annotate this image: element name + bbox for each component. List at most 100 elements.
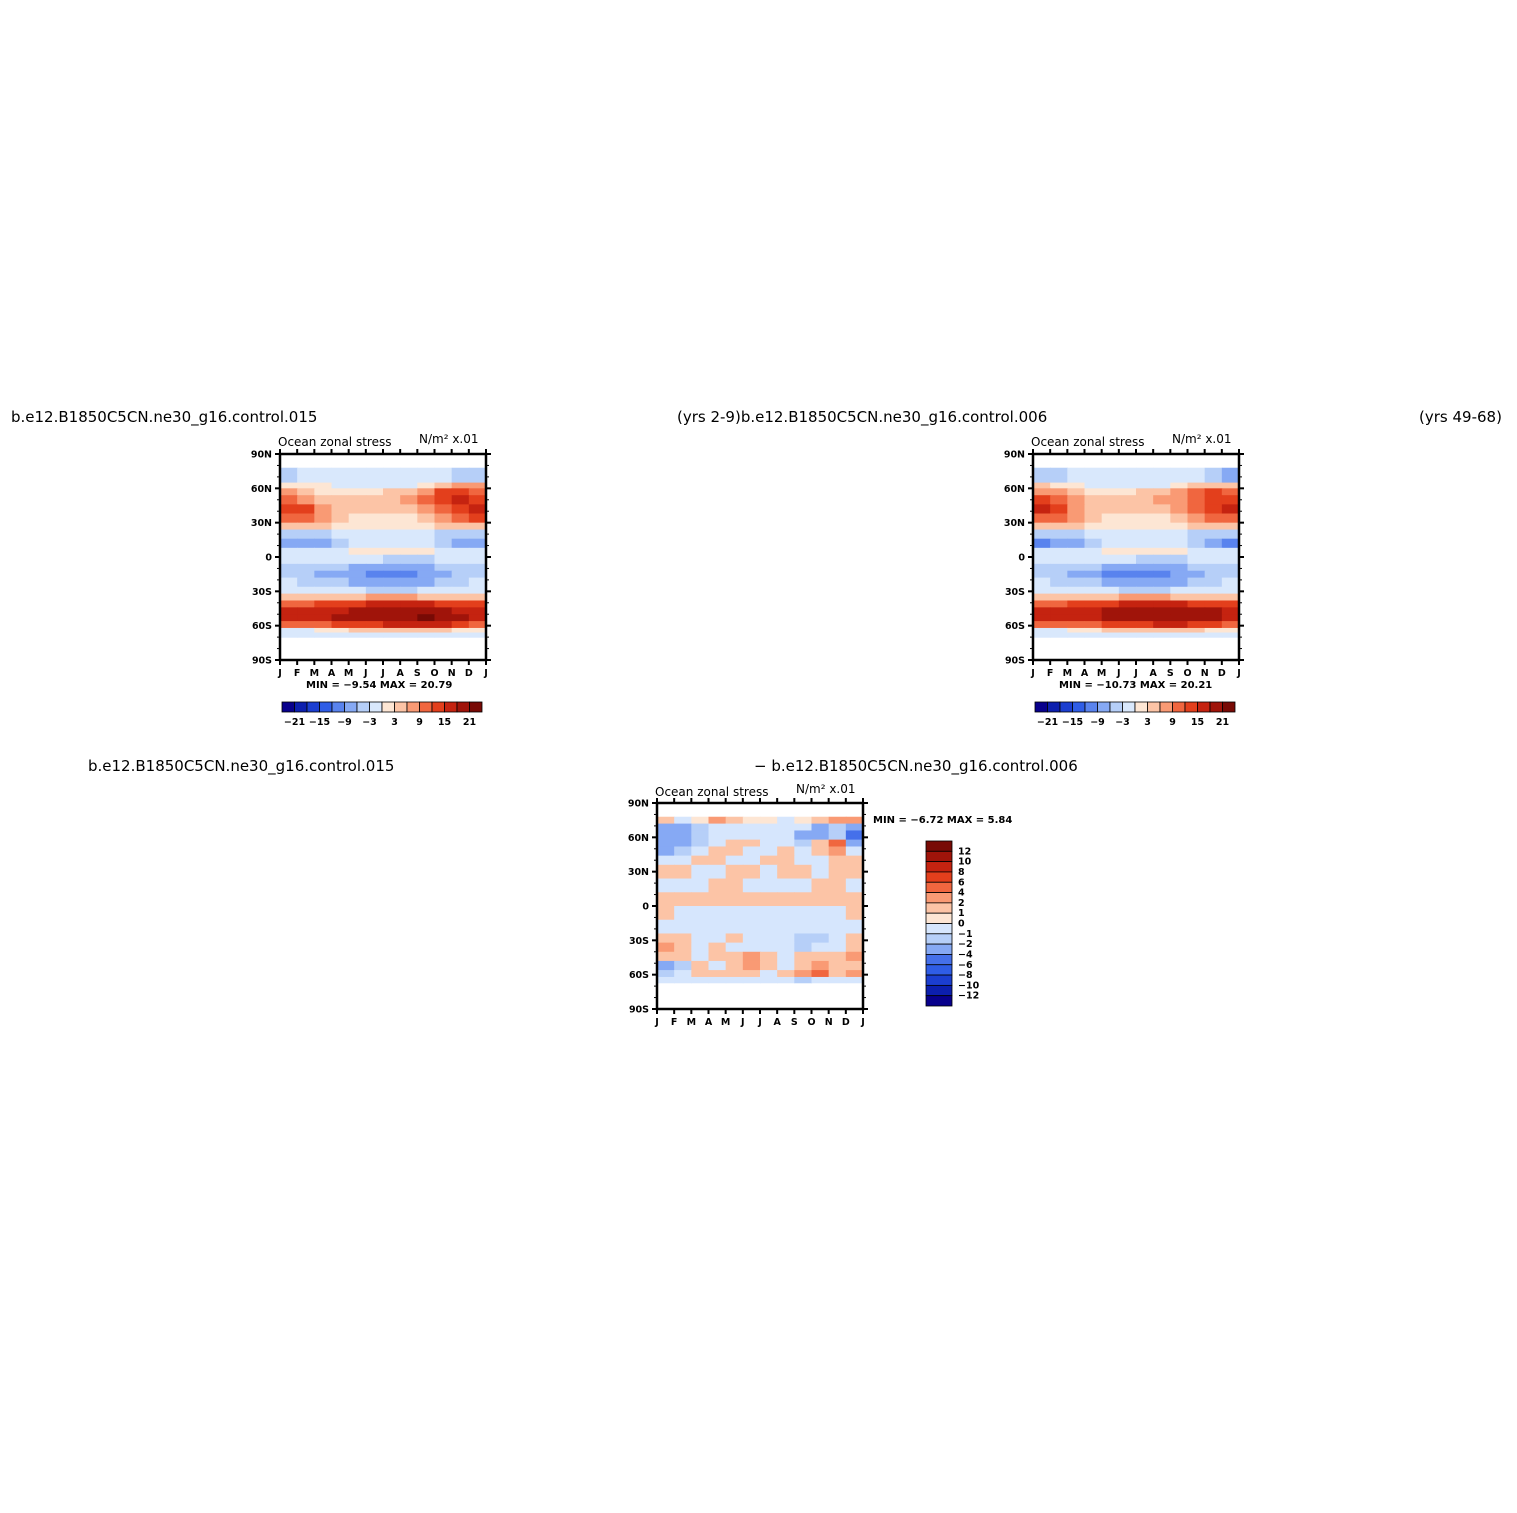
panel3-colorbar-label: 2 xyxy=(958,898,965,909)
panel3-cell xyxy=(760,816,778,825)
panel2-cell xyxy=(1221,593,1239,602)
panel2-cell xyxy=(1101,570,1120,579)
panel2-cell xyxy=(1118,482,1137,489)
panel1-cell xyxy=(331,627,350,634)
panel2-cell xyxy=(1033,621,1051,629)
panel2-cell xyxy=(1187,513,1206,524)
panel2-cell xyxy=(1221,529,1239,540)
panel2-cell xyxy=(1050,627,1068,634)
panel3-cell xyxy=(742,919,761,935)
panel1-cell xyxy=(331,621,350,629)
panel2-cell xyxy=(1084,607,1103,615)
panel1-cell xyxy=(331,513,350,524)
panel1-cell xyxy=(314,513,333,524)
panel1-colorbar-swatch xyxy=(369,701,383,713)
panel3-cell xyxy=(794,976,813,984)
panel1-cell xyxy=(468,563,486,572)
panel1-cell xyxy=(468,547,486,556)
panel3-cell xyxy=(760,892,778,907)
panel1-cell xyxy=(348,621,367,629)
panel1-cell xyxy=(297,607,315,615)
panel1-cell xyxy=(365,467,384,484)
panel2-cell xyxy=(1204,586,1223,595)
panel2-cell xyxy=(1118,607,1137,615)
panel2-cell xyxy=(1170,593,1189,602)
panel1-cell xyxy=(451,554,470,565)
panel2-cell xyxy=(1084,504,1103,515)
panel2-cell xyxy=(1067,593,1086,602)
panel2-cell xyxy=(1204,482,1223,489)
panel2-colorbar-label: −15 xyxy=(1062,717,1083,728)
panel2-cell xyxy=(1084,621,1103,629)
panel1-cell xyxy=(297,547,315,556)
panel1-cell xyxy=(451,570,470,579)
panel2-colorbar-swatch xyxy=(1109,701,1123,713)
panel1-cell xyxy=(451,600,470,608)
panel1-cell xyxy=(314,570,333,579)
panel2-cell xyxy=(1067,614,1086,622)
panel1-cell xyxy=(365,593,384,602)
panel3-colorbar-swatch xyxy=(925,902,953,914)
panel2-cell xyxy=(1118,621,1137,629)
panel1-cell xyxy=(383,488,401,496)
panel2-month-tick-label: F xyxy=(1047,668,1054,679)
panel1-cell xyxy=(417,488,436,496)
panel1-cell xyxy=(365,547,384,556)
panel2-cell xyxy=(1136,554,1154,565)
panel1-cell xyxy=(280,627,298,634)
panel3-cell xyxy=(794,839,813,848)
panel1-colorbar-label: 21 xyxy=(463,717,476,728)
panel3-cell xyxy=(674,830,692,841)
panel3-colorbar-label: −4 xyxy=(958,949,973,960)
panel1-cell xyxy=(468,513,486,524)
panel1-cell xyxy=(434,488,453,496)
panel3-colorbar-swatch xyxy=(925,964,953,976)
panel2-cell xyxy=(1067,586,1086,595)
panel1-cell xyxy=(383,504,401,515)
panel3-colorbar-label: 6 xyxy=(958,877,965,888)
panel3-cell xyxy=(742,906,761,921)
panel1-cell xyxy=(297,586,315,595)
panel3-cell xyxy=(657,976,675,984)
panel2-cell xyxy=(1153,522,1171,531)
panel3-cell xyxy=(794,846,813,857)
panel3-cell xyxy=(708,892,727,907)
panel3-cell xyxy=(811,906,830,921)
panel3-cell xyxy=(845,960,863,971)
panel1-cell xyxy=(314,632,333,638)
panel1-cell xyxy=(383,627,401,634)
panel2-cell xyxy=(1101,513,1120,524)
panel3-cell xyxy=(674,864,692,880)
panel1-cell xyxy=(417,577,436,588)
panel3-cell xyxy=(811,951,830,962)
panel2-cell xyxy=(1221,495,1239,505)
panel1-cell xyxy=(383,621,401,629)
panel1-cell xyxy=(331,488,350,496)
panel2-cell xyxy=(1170,614,1189,622)
panel3-cell xyxy=(691,864,710,880)
panel2-cell xyxy=(1187,504,1206,515)
panel1-lat-tick-label: 0 xyxy=(265,553,272,564)
panel1-colorbar-label: 3 xyxy=(391,717,398,728)
panel3-cell xyxy=(811,960,830,971)
panel2-colorbar-swatch xyxy=(1047,701,1061,713)
panel3-cell xyxy=(828,839,847,848)
panel1-cell xyxy=(434,577,453,588)
panel1-cell xyxy=(297,600,315,608)
panel2-cell xyxy=(1050,482,1068,489)
panel1-cell xyxy=(451,467,470,484)
panel1-cell xyxy=(417,482,436,489)
panel1-cell xyxy=(314,495,333,505)
panel3-cell xyxy=(657,816,675,825)
panel2-cell xyxy=(1050,467,1068,484)
panel1-cell xyxy=(451,607,470,615)
panel3-colorbar-swatch xyxy=(925,871,953,883)
panel3-cell xyxy=(794,892,813,907)
panel2-month-tick-label: N xyxy=(1201,668,1209,679)
panel2-cell xyxy=(1118,495,1137,505)
panel3-cell xyxy=(811,892,830,907)
panel2-cell xyxy=(1033,627,1051,634)
panel1-colorbar-swatch xyxy=(356,701,370,713)
panel2-cell xyxy=(1187,522,1206,531)
